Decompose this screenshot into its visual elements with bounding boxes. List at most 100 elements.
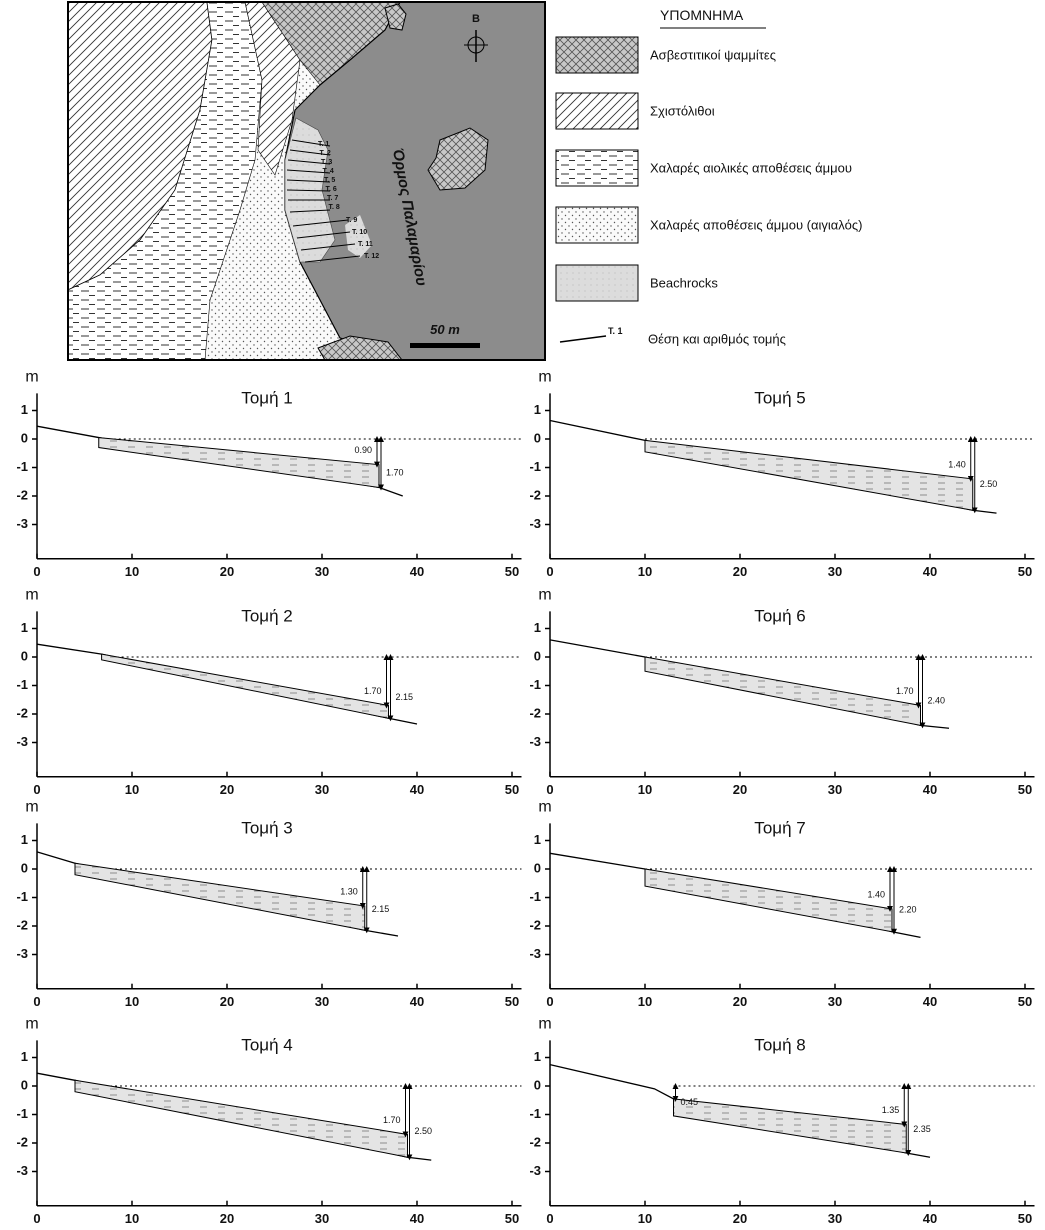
legend-label: Χαλαρές αιολικές αποθέσεις άμμου [650, 160, 852, 175]
y-tick-label: -2 [529, 705, 541, 720]
x-tick-label: 30 [315, 1211, 329, 1225]
legend-section-line [559, 335, 607, 343]
legend-section-symbol: Τ. 1 [608, 326, 623, 336]
map: Τ. 1 Τ. 2 Τ. 3 Τ. 4 Τ. 5 Τ. 6 Τ. 7 Τ. 8 Τ. 9 Τ. 1… [67, 1, 546, 361]
x-tick-label: 40 [923, 994, 937, 1009]
x-tick-label: 10 [638, 564, 652, 579]
x-tick-label: 20 [733, 994, 747, 1009]
legend-swatch [555, 264, 639, 302]
section-label: Τ. 8 [329, 204, 340, 211]
x-tick-label: 10 [125, 1211, 139, 1225]
x-tick-label: 50 [1018, 782, 1032, 797]
y-axis-label: m [538, 586, 551, 603]
x-tick-label: 50 [505, 782, 519, 797]
y-axis-label: m [25, 368, 38, 385]
y-tick-label: -3 [16, 516, 28, 531]
section-label: Τ. 7 [327, 195, 338, 202]
x-tick-label: 50 [505, 1211, 519, 1225]
y-tick-label: 0 [21, 1077, 28, 1092]
section-labels: Τ. 1 Τ. 2 Τ. 3 Τ. 4 Τ. 5 Τ. 6 Τ. 7 Τ. 8 Τ. 9 Τ. 1… [318, 141, 379, 260]
x-tick-label: 30 [828, 564, 842, 579]
y-axis-label: m [25, 586, 38, 603]
y-tick-label: -1 [16, 459, 28, 474]
section-label: Τ. 5 [324, 177, 335, 184]
x-tick-label: 10 [125, 994, 139, 1009]
y-tick-label: 0 [21, 860, 28, 875]
x-tick-label: 50 [505, 564, 519, 579]
y-axis-label: m [25, 798, 38, 815]
x-tick-label: 40 [410, 994, 424, 1009]
y-tick-label: -1 [16, 889, 28, 904]
thickness-label: 2.15 [372, 904, 390, 914]
x-tick-label: 30 [828, 994, 842, 1009]
y-tick-label: 1 [534, 402, 541, 417]
beachrock [74, 862, 366, 931]
x-tick-label: 30 [315, 564, 329, 579]
section-label: Τ. 9 [346, 217, 357, 224]
x-tick-label: 50 [505, 994, 519, 1009]
y-tick-label: -1 [16, 677, 28, 692]
x-tick-label: 10 [638, 1211, 652, 1225]
x-tick-label: 0 [33, 782, 40, 797]
x-tick-label: 30 [315, 782, 329, 797]
thickness-label: 2.40 [928, 696, 946, 706]
x-tick-label: 20 [733, 1211, 747, 1225]
x-tick-label: 40 [923, 782, 937, 797]
legend-title: ΥΠΟΜΝΗΜΑ [660, 7, 744, 23]
x-tick-label: 20 [733, 782, 747, 797]
x-tick-label: 0 [546, 564, 553, 579]
legend-label: Beachrocks [650, 275, 718, 290]
y-tick-label: 0 [534, 648, 541, 663]
legend-swatch [555, 206, 639, 244]
y-tick-label: -3 [529, 946, 541, 961]
y-tick-label: -2 [529, 917, 541, 932]
x-tick-label: 0 [33, 1211, 40, 1225]
y-tick-label: 1 [534, 832, 541, 847]
x-tick-label: 20 [220, 994, 234, 1009]
legend-swatch [555, 36, 639, 74]
y-tick-label: 1 [21, 1049, 28, 1064]
beachrock [101, 653, 389, 719]
thickness-label: 1.35 [882, 1105, 900, 1115]
legend-swatch [555, 149, 639, 187]
section-lines [286, 139, 361, 263]
island [427, 127, 489, 191]
legend-label: Θέση και αριθμός τομής [648, 331, 786, 346]
legend: ΥΠΟΜΝΗΜΑ Ασβεστιτικοί ψαμμίτες Σχιστόλιθ… [555, 7, 862, 346]
y-tick-label: 0 [534, 1077, 541, 1092]
x-tick-label: 40 [923, 1211, 937, 1225]
beachrock [644, 656, 921, 727]
legend-swatch [555, 92, 639, 130]
y-tick-label: -1 [529, 459, 541, 474]
section-label: Τ. 4 [323, 168, 334, 175]
section-label: Τ. 3 [321, 159, 332, 166]
thickness-label: 2.35 [913, 1124, 931, 1134]
y-tick-label: -3 [16, 1163, 28, 1178]
thickness-label: 1.30 [340, 886, 358, 896]
y-tick-label: 0 [534, 430, 541, 445]
thickness-label: 1.70 [386, 468, 404, 478]
x-tick-label: 30 [828, 1211, 842, 1225]
section-label: Τ. 2 [320, 150, 331, 157]
y-tick-label: 1 [21, 620, 28, 635]
y-tick-label: -3 [16, 946, 28, 961]
y-tick-label: 0 [21, 648, 28, 663]
x-tick-label: 30 [315, 994, 329, 1009]
thickness-label: 1.70 [364, 686, 382, 696]
chart-title: Τομή 4 [241, 1035, 292, 1054]
x-tick-label: 10 [638, 994, 652, 1009]
chart-title: Τομή 6 [754, 606, 805, 625]
x-tick-label: 50 [1018, 564, 1032, 579]
x-tick-label: 30 [828, 782, 842, 797]
x-tick-label: 10 [125, 782, 139, 797]
thickness-label: 1.40 [948, 459, 966, 469]
thickness-label: 2.15 [396, 692, 414, 702]
thickness-label: 1.70 [896, 686, 914, 696]
y-axis-label: m [538, 1015, 551, 1032]
y-tick-label: -1 [529, 889, 541, 904]
chart-title: Τομή 5 [754, 388, 805, 407]
y-tick-label: 1 [534, 620, 541, 635]
x-tick-label: 40 [410, 782, 424, 797]
